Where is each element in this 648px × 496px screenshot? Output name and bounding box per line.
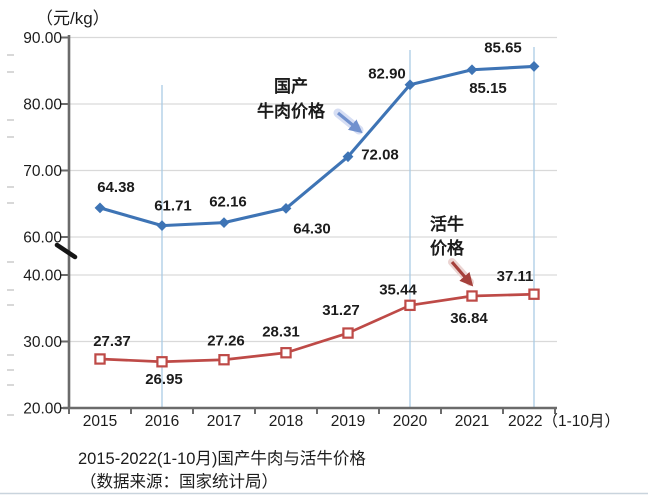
data-point-beef-2019 [342,151,354,163]
data-point-cattle-2021 [466,290,478,302]
series-callout-beef-line1: 国产 [274,76,308,96]
data-label-cattle-2015: 27.37 [93,333,131,350]
year-reference-lines [161,47,535,408]
y-tick-label-70: 70.00 [23,163,62,180]
x-tick-label-2021: 2021 [455,413,489,430]
y-tick-label-20: 20.00 [23,401,62,418]
data-label-cattle-2016: 26.95 [145,371,183,388]
x-tick-label-2016: 2016 [145,413,179,430]
data-point-beef-2020 [404,79,416,91]
data-label-cattle-2017: 27.26 [207,333,245,350]
data-point-beef-2018 [280,203,292,214]
data-label-beef-2019: 72.08 [361,147,399,164]
data-label-beef-2022: 85.65 [484,39,522,56]
series-callout-cattle-line2: 价格 [430,238,465,258]
data-label-cattle-2019: 31.27 [322,302,360,319]
data-point-beef-2021 [466,64,478,76]
gridlines [69,36,557,343]
x-tick-label-2020: 2020 [393,413,428,430]
data-point-cattle-2016 [156,356,168,368]
data-label-beef-2018: 64.30 [293,220,331,237]
data-point-beef-2016 [156,220,168,232]
beef-callout-arrow-icon [336,111,363,134]
y-axis-unit-label: （元/kg） [36,9,110,28]
chart-source: （数据来源：国家统计局） [80,472,278,491]
data-label-beef-2021: 85.15 [469,80,507,97]
axes [7,35,557,416]
data-label-beef-2017: 62.16 [209,194,247,211]
y-tick-label-40: 40.00 [23,268,62,285]
x-tick-label-2017: 2017 [207,413,241,430]
data-label-cattle-2020: 35.44 [379,281,417,298]
data-point-cattle-2019 [342,327,354,339]
data-label-beef-2015: 64.38 [97,179,135,196]
y-tick-label-60: 60.00 [23,230,62,247]
y-tick-label-30: 30.00 [23,334,62,351]
axis-break-icon [54,242,78,260]
data-point-cattle-2018 [280,347,292,359]
chart-title: 2015-2022(1-10月)国产牛肉与活牛价格 [78,449,366,468]
x-tick-label-2018: 2018 [269,413,303,430]
y-tick-label-80: 80.00 [23,97,62,114]
tick-labels: 90.00 80.00 70.00 60.00 40.00 30.00 20.00 2015 2… [23,30,620,430]
cattle-callout-arrow-icon [450,260,474,287]
data-point-cattle-2022 [528,288,540,300]
data-label-cattle-2022: 37.11 [497,268,534,285]
x-tick-label-2015: 2015 [83,413,117,430]
series-line-cattle [98,292,536,364]
series-line-beef [98,64,536,228]
series-callout-cattle-line1: 活牛 [430,214,464,234]
data-point-beef-2015 [94,202,106,214]
data-point-cattle-2017 [218,354,230,366]
x-tick-label-2022: 2022（1-10月） [508,413,620,430]
data-point-beef-2017 [218,217,230,229]
data-label-cattle-2021: 36.84 [450,310,488,327]
data-label-cattle-2018: 28.31 [262,324,300,341]
x-tick-label-2019: 2019 [331,413,365,430]
y-tick-label-90: 90.00 [23,30,62,47]
data-labels: 64.38 61.71 62.16 64.30 72.08 82.90 85.15 85.65… [93,39,533,387]
data-point-beef-2022 [528,61,540,72]
series-lines [94,61,540,368]
data-point-cattle-2020 [404,299,416,312]
series-callout-beef-line2: 牛肉价格 [257,101,326,121]
data-label-beef-2016: 61.71 [154,198,192,215]
data-point-cattle-2015 [94,353,106,365]
data-label-beef-2020: 82.90 [368,66,406,83]
